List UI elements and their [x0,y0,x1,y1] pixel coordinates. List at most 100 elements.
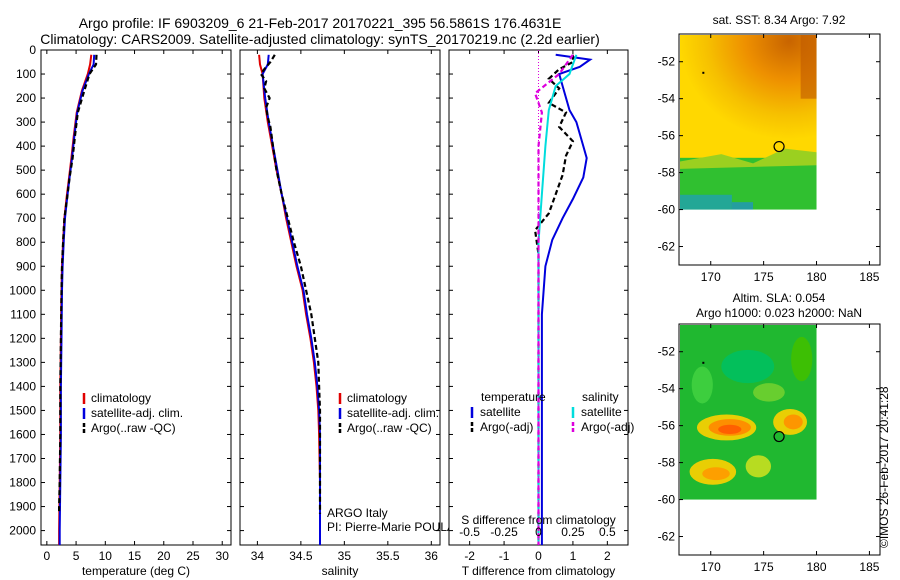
legend-label: satellite [480,405,521,419]
annotation-line-0: ARGO Italy [327,506,388,520]
x-tick-label: 35 [338,549,352,563]
legend-label-0: climatology [347,391,407,405]
x-tick-label: 1 [570,549,577,563]
y-tick-label: 200 [16,91,36,105]
x-tick-label: 20 [157,549,171,563]
s-tick-label: -0.5 [459,525,480,539]
y-tick-label: 300 [16,115,36,129]
sst-cool-patch [680,194,732,210]
y-tick-label: 1000 [9,283,36,297]
x-tick-label: 34.5 [289,549,313,563]
sst-cool-patch [731,202,754,210]
y-tick-label: 2000 [9,524,36,538]
s-tick-label: 0.5 [599,525,616,539]
x-tick-label: 2 [604,549,611,563]
title-line-1: Argo profile: IF 6903209_6 21-Feb-2017 2… [78,15,562,31]
y-tick-label: -56 [658,129,676,143]
y-tick-label: -52 [658,55,676,69]
y-tick-label: -60 [658,203,676,217]
legend-label-2: Argo(..raw -QC) [91,421,176,435]
legend-label-1: satellite-adj. clim. [347,406,439,420]
y-tick-label: 800 [16,235,36,249]
x-tick-label: 36 [425,549,439,563]
y-tick-label: 500 [16,163,36,177]
sla-map-title-0: Altim. SLA: 0.054 [733,291,826,305]
sla-anomaly-2 [718,424,742,434]
x-tick-label: 25 [186,549,200,563]
y-tick-label: 1500 [9,403,36,417]
x-axis-label: salinity [322,564,359,578]
y-tick-label: 1900 [9,500,36,514]
sla-anomaly-6 [702,467,730,481]
x-tick-label: 175 [754,560,774,574]
x-tick-label: 185 [859,270,879,284]
argo-position-marker [773,140,785,153]
salinity_panel-frame [239,49,441,546]
y-tick-label: -52 [658,345,676,359]
y-tick-label: 1400 [9,379,36,393]
x-tick-label: 180 [807,560,827,574]
x-tick-label: 5 [73,549,80,563]
series-line-1 [261,54,321,545]
s-tick-label: 0 [535,525,542,539]
sst-map-title: sat. SST: 8.34 Argo: 7.92 [713,13,846,27]
sla-anomaly-7 [745,455,772,478]
legend-label: Argo(-adj) [480,420,533,434]
legend-label-0: climatology [91,391,151,405]
sst-front [680,148,817,169]
x-tick-label: 185 [859,560,879,574]
grid-point-marker [702,361,705,364]
y-tick-label: 0 [29,43,36,57]
y-tick-label: 1600 [9,427,36,441]
grid-point-marker [702,71,705,74]
legend-label-2: Argo(..raw -QC) [347,421,432,435]
x-axis-label: T difference from climatology [462,564,616,578]
argo-position-marker [773,430,785,443]
x-tick-label: 180 [807,270,827,284]
sla-anomaly-8 [721,349,775,384]
annotation-line-1: PI: Pierre-Marie POULAIN [327,520,467,534]
legend-label: Argo(-adj) [581,420,634,434]
y-tick-label: 1800 [9,476,36,490]
legend-label-1: satellite-adj. clim. [91,406,183,420]
legend-heading-temperature: temperature [481,390,546,404]
x-tick-label: 175 [754,270,774,284]
y-tick-label: -58 [658,166,676,180]
x-tick-label: 10 [99,549,113,563]
y-tick-label: -54 [658,382,676,396]
sla-anomaly-4 [783,414,803,430]
sla-map-title-1: Argo h1000: 0.023 h2000: NaN [696,306,862,320]
y-tick-label: 400 [16,139,36,153]
y-tick-label: 100 [16,67,36,81]
x-tick-label: 0 [535,549,542,563]
y-tick-label: -58 [658,456,676,470]
x-tick-label: 0 [44,549,51,563]
sla-anomaly-9 [691,366,713,404]
x-tick-label: 30 [216,549,230,563]
s-tick-label: -0.25 [490,525,518,539]
x-tick-label: 35.5 [376,549,400,563]
sla-anomaly-11 [753,383,785,402]
legend-label: satellite [581,405,622,419]
y-tick-label: 1300 [9,355,36,369]
y-tick-label: -62 [658,530,676,544]
x-tick-label: -1 [499,549,510,563]
series-line-0 [540,53,593,545]
x-tick-label: 170 [701,560,721,574]
sst-warm-field [680,35,817,158]
legend-heading-salinity: salinity [582,390,619,404]
credit-text: ©IMOS 26-Feb-2017 20:41:28 [877,386,891,548]
x-axis-label: temperature (deg C) [82,564,190,578]
y-tick-label: 700 [16,211,36,225]
y-tick-label: -60 [658,493,676,507]
sla-anomaly-10 [791,336,813,382]
x-tick-label: -2 [464,549,475,563]
sst-warm-patch [800,35,817,99]
x-tick-label: 170 [701,270,721,284]
y-tick-label: -62 [658,240,676,254]
y-tick-label: -56 [658,419,676,433]
s-tick-label: 0.25 [561,525,585,539]
y-tick-label: 1200 [9,331,36,345]
title-line-2: Climatology: CARS2009. Satellite-adjuste… [40,31,600,47]
